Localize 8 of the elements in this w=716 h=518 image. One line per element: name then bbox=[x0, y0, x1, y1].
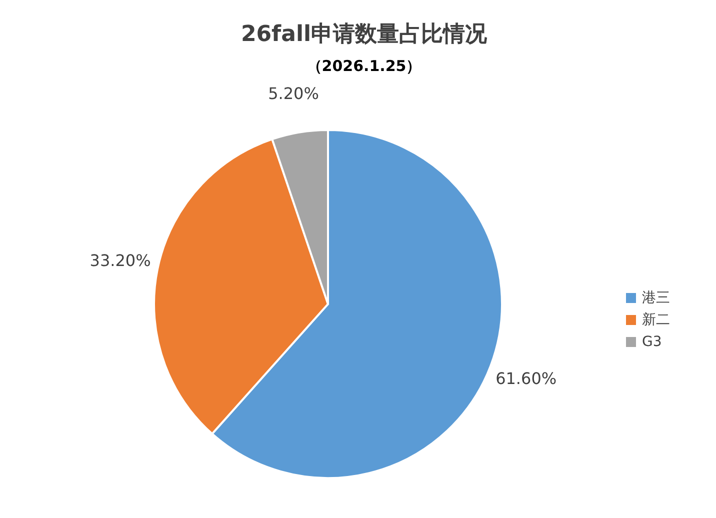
data-label: 33.20% bbox=[90, 251, 151, 270]
legend-label: 港三 bbox=[642, 290, 670, 306]
legend-label: 新二 bbox=[642, 312, 670, 328]
data-label: 61.60% bbox=[496, 368, 557, 388]
legend-label: G3 bbox=[642, 334, 662, 350]
chart-subtitle: （2026.1.25） bbox=[306, 57, 422, 75]
chart-title: 26fall申请数量占比情况 bbox=[240, 22, 488, 47]
data-label: 5.20% bbox=[268, 84, 319, 104]
